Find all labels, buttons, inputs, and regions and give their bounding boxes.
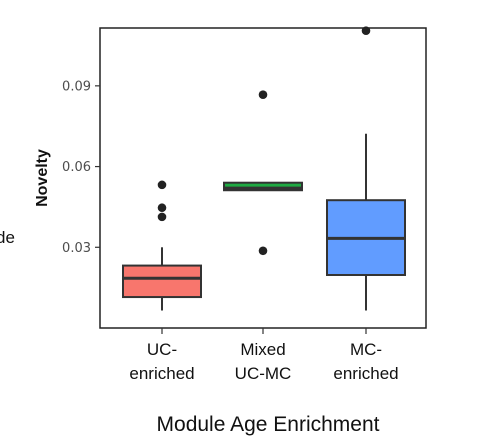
y-tick-label: 0.09 [62, 79, 91, 94]
x-axis-title: Module Age Enrichment [157, 413, 380, 436]
x-tick-label: enriched [129, 364, 194, 383]
boxes [122, 26, 406, 311]
outlier-point [361, 26, 371, 35]
box-iqr [122, 264, 202, 299]
y-tick-label: 0.03 [62, 241, 91, 256]
x-axis: UC-enriched Mixed UC-MC MC-enriched [129, 328, 399, 383]
x-tick-label: UC-MC [235, 364, 292, 383]
box-group-2 [223, 90, 303, 256]
box-group-1 [122, 180, 202, 311]
y-axis-title: Novelty [34, 149, 51, 207]
x-tick-label: Mixed [240, 340, 285, 359]
x-tick-label: enriched [333, 364, 398, 383]
outlier-point [157, 180, 167, 190]
outlier-point [157, 203, 167, 213]
box-iqr [223, 181, 303, 192]
x-tick-label: UC- [147, 340, 177, 359]
outlier-point [258, 90, 268, 100]
outlier-point [258, 246, 268, 256]
box-group-3 [326, 26, 406, 311]
y-axis: 0.03 0.06 0.09 [62, 79, 100, 256]
outlier-point [157, 212, 167, 222]
x-tick-label: MC- [350, 340, 382, 359]
y-tick-label: 0.06 [62, 160, 91, 175]
edge-text: de [0, 228, 15, 247]
